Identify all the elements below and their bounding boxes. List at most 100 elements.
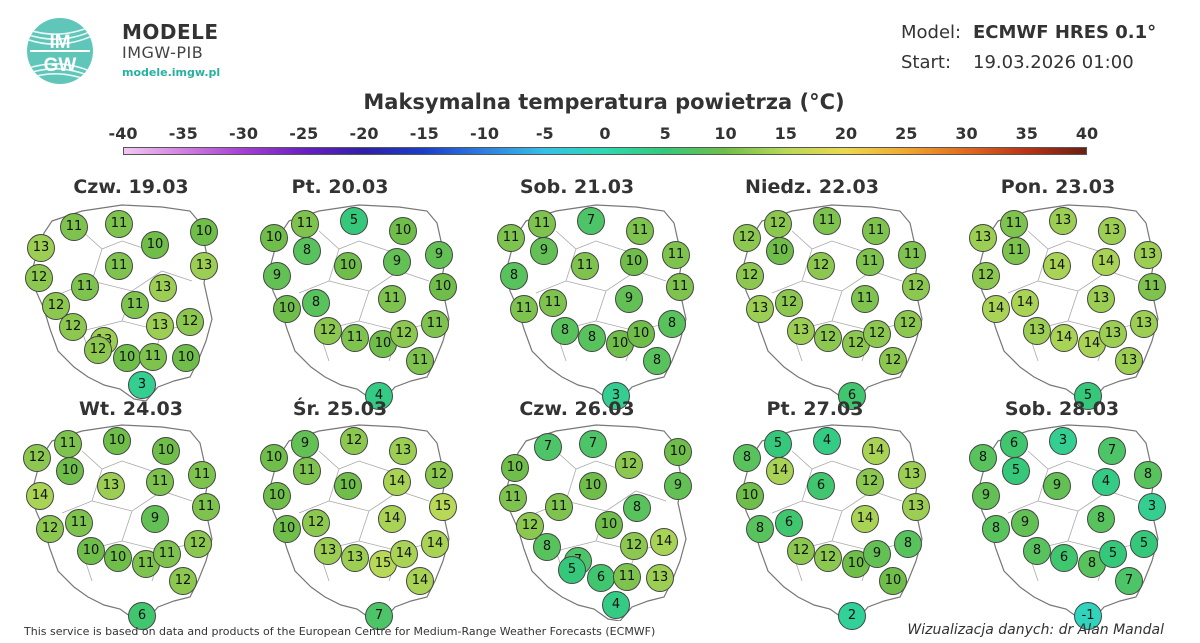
temperature-marker: 11 (153, 540, 181, 568)
brand-subtitle: IMGW-PIB (122, 43, 204, 62)
temperature-marker: 12 (736, 262, 764, 290)
temperature-marker: 9 (530, 237, 558, 265)
temperature-marker: 10 (579, 472, 607, 500)
day-label: Czw. 26.03 (519, 398, 635, 420)
temperature-marker: 12 (814, 544, 842, 572)
temperature-marker: 10 (103, 427, 131, 455)
scale-tick-label: -35 (168, 124, 198, 143)
footer-credit: Wizualizacja danych: dr Alan Mandal (907, 622, 1164, 638)
temperature-marker: 13 (1115, 347, 1143, 375)
temperature-marker: 12 (894, 310, 922, 338)
scale-tick-label: 10 (714, 124, 737, 143)
scale-tick-label: -15 (409, 124, 439, 143)
temperature-marker: 13 (646, 564, 674, 592)
temperature-marker: 14 (1011, 289, 1039, 317)
temperature-marker: 8 (623, 494, 651, 522)
temperature-marker: 11 (192, 493, 220, 521)
temperature-marker: 9 (664, 472, 692, 500)
temperature-marker: 2 (838, 602, 866, 630)
temperature-marker: 11 (856, 248, 884, 276)
temperature-marker: 15 (429, 493, 457, 521)
temperature-marker: 12 (25, 264, 53, 292)
temperature-marker: 14 (421, 530, 449, 558)
temperature-marker: 12 (176, 308, 204, 336)
temperature-marker: 12 (59, 313, 87, 341)
temperature-marker: 11 (293, 457, 321, 485)
scale-tick-label: 30 (955, 124, 978, 143)
temperature-marker: 9 (972, 482, 1000, 510)
temperature-marker: 13 (146, 312, 174, 340)
temperature-marker: 8 (302, 289, 330, 317)
temperature-marker: 5 (1130, 530, 1158, 558)
brand-title: MODELE (122, 20, 219, 44)
temperature-marker: 12 (302, 509, 330, 537)
temperature-marker: 12 (879, 347, 907, 375)
temperature-marker: 5 (1074, 382, 1102, 410)
temperature-marker: 10 (766, 237, 794, 265)
scale-tick-label: 5 (659, 124, 671, 143)
temperature-marker: 13 (27, 234, 55, 262)
temperature-marker: 4 (365, 382, 393, 410)
temperature-marker: 3 (602, 382, 630, 410)
temperature-marker: 10 (620, 248, 648, 276)
temperature-marker: 5 (1002, 457, 1030, 485)
temperature-marker: 10 (879, 567, 907, 595)
temperature-marker: 8 (1134, 461, 1162, 489)
temperature-marker: 8 (894, 530, 922, 558)
temperature-marker: 8 (578, 324, 606, 352)
temperature-marker: 14 (650, 528, 678, 556)
temperature-marker: 14 (406, 567, 434, 595)
temperature-marker: 8 (293, 237, 321, 265)
temperature-marker: 7 (534, 433, 562, 461)
temperature-marker: 11 (146, 468, 174, 496)
temperature-marker: 11 (378, 285, 406, 313)
scale-tick-label: -40 (108, 124, 138, 143)
temperature-marker: 4 (1092, 468, 1120, 496)
temperature-marker: 6 (1050, 544, 1078, 572)
temperature-marker: 10 (501, 454, 529, 482)
temperature-marker: 12 (340, 427, 368, 455)
temperature-marker: 3 (128, 371, 156, 399)
temperature-marker: 13 (746, 295, 774, 323)
temperature-marker: 13 (1130, 310, 1158, 338)
temperature-marker: 10 (595, 511, 623, 539)
day-label: Sob. 28.03 (1004, 398, 1120, 420)
temperature-marker: 8 (500, 262, 528, 290)
temperature-marker: 11 (539, 289, 567, 317)
temperature-marker: 11 (188, 461, 216, 489)
temperature-marker: 9 (263, 262, 291, 290)
temperature-marker: 13 (1049, 207, 1077, 235)
temperature-marker: 13 (314, 537, 342, 565)
temperature-marker: 13 (190, 252, 218, 280)
day-label: Pt. 20.03 (291, 176, 389, 198)
scale-tick-label: -20 (349, 124, 379, 143)
logo-text-bottom: GW (44, 55, 77, 76)
temperature-marker: 14 (766, 457, 794, 485)
temperature-marker: 5 (340, 207, 368, 235)
temperature-marker: 6 (838, 382, 866, 410)
temperature-marker: 8 (1023, 537, 1051, 565)
temperature-marker: 12 (169, 567, 197, 595)
temperature-marker: 8 (733, 444, 761, 472)
temperature-marker: 13 (1134, 241, 1162, 269)
temperature-marker: 12 (516, 512, 544, 540)
model-info: Model: ECMWF HRES 0.1° (901, 22, 1156, 43)
temperature-marker: 11 (132, 550, 160, 578)
temperature-marker: 6 (587, 564, 615, 592)
brand-url-link[interactable]: modele.imgw.pl (122, 66, 221, 79)
temperature-marker: 12 (42, 292, 70, 320)
temperature-marker: 11 (1138, 273, 1166, 301)
temperature-marker: 10 (334, 252, 362, 280)
temperature-marker: 13 (1098, 217, 1126, 245)
logo-text-top: IM (49, 32, 70, 53)
scale-tick-label: 15 (774, 124, 797, 143)
temperature-marker: 12 (764, 210, 792, 238)
temperature-marker: 12 (425, 461, 453, 489)
temperature-marker: 8 (982, 515, 1010, 543)
scale-tick-label: 40 (1075, 124, 1099, 143)
scale-tick-label: -30 (229, 124, 258, 143)
color-scale-labels: -40 -35 -30 -25 -20 -15 -10 -5 0 5 10 15 20 25 30 35 40 (0, 124, 1200, 146)
start-info: Start: 19.03.2026 01:00 (901, 52, 1134, 73)
temperature-marker: 8 (551, 317, 579, 345)
scale-tick-label: -25 (289, 124, 319, 143)
